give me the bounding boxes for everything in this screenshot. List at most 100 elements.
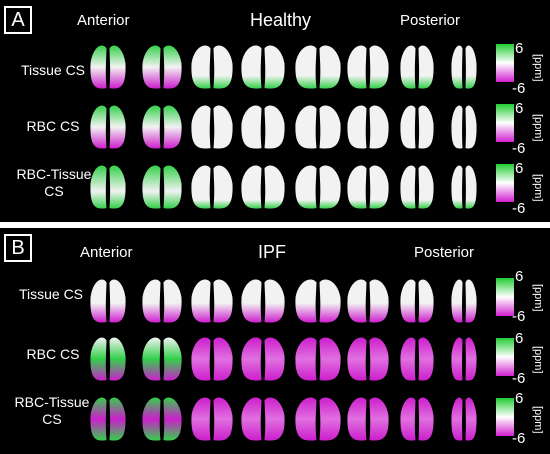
panel-letter: A: [4, 6, 32, 34]
lung-lobe: [241, 279, 262, 323]
lung-lobe: [400, 105, 416, 149]
lung-lobe: [400, 397, 416, 441]
panel-letter: B: [4, 234, 32, 262]
lung-lobe: [241, 45, 262, 89]
lung-lobe: [369, 397, 389, 441]
lung-lobe: [142, 165, 161, 209]
lung-lobe: [90, 397, 107, 441]
lung-lobe: [465, 397, 477, 441]
lung-lobe: [264, 337, 285, 381]
lung-lobe: [347, 397, 367, 441]
panel-b-ipf: B Anterior IPF Posterior Tissue CS RBC C…: [0, 228, 550, 454]
row-label-rbc-tissue-cs: RBC-Tissue CS: [16, 166, 92, 199]
colorbar-unit: [ppm]: [532, 54, 544, 82]
lung-lobe: [163, 337, 182, 381]
lung-lobe: [163, 165, 182, 209]
lung-lobe: [264, 279, 285, 323]
lung-lobe: [142, 279, 161, 323]
lung-lobe: [418, 279, 434, 323]
lung-lobe: [142, 337, 161, 381]
lung-lobe: [347, 165, 367, 209]
colorbar-min: -6: [512, 430, 526, 447]
colorbar-max: 6: [515, 160, 524, 177]
colorbar-unit: [ppm]: [532, 284, 544, 312]
row-label-rbc-cs: RBC CS: [26, 346, 80, 362]
lung-lobe: [109, 45, 126, 89]
lung-lobe: [213, 45, 233, 89]
colorbar-min: -6: [512, 308, 526, 325]
view-label-posterior: Posterior: [414, 244, 475, 261]
lung-lobe: [213, 165, 233, 209]
lung-lobe: [418, 337, 434, 381]
lung-lobe: [295, 397, 317, 441]
lung-lobe: [163, 279, 182, 323]
colorbar: [496, 104, 514, 142]
lung-lobe: [109, 279, 126, 323]
lung-lobe: [213, 397, 233, 441]
lung-lobe: [418, 45, 434, 89]
lung-lobe: [241, 397, 262, 441]
colorbar: [496, 338, 514, 376]
lung-lobe: [451, 45, 463, 89]
lung-lobe: [319, 337, 341, 381]
lung-lobe: [451, 105, 463, 149]
lung-lobe: [191, 397, 211, 441]
lung-lobe: [369, 45, 389, 89]
lung-lobe: [109, 397, 126, 441]
lung-lobe: [191, 45, 211, 89]
colorbar-min: -6: [512, 80, 526, 97]
colorbar: [496, 164, 514, 202]
lung-lobe: [264, 105, 285, 149]
colorbar: [496, 398, 514, 436]
view-label-anterior: Anterior: [80, 244, 133, 261]
lung-lobe: [400, 279, 416, 323]
lung-lobe: [163, 45, 182, 89]
lung-lobe: [241, 337, 262, 381]
colorbar-unit: [ppm]: [532, 174, 544, 202]
lung-lobe: [241, 165, 262, 209]
lung-lobe: [347, 105, 367, 149]
colorbar-unit: [ppm]: [532, 406, 544, 434]
lung-lobe: [295, 337, 317, 381]
lung-lobe: [191, 337, 211, 381]
colorbar-max: 6: [515, 330, 524, 347]
colorbar-unit: [ppm]: [532, 114, 544, 142]
panel-a-healthy: A Anterior Healthy Posterior Tissue CS R…: [0, 0, 550, 222]
lung-lobe: [295, 165, 317, 209]
lung-lobe: [369, 165, 389, 209]
lung-lobe: [451, 337, 463, 381]
colorbar-max: 6: [515, 40, 524, 57]
lung-lobe: [465, 45, 477, 89]
colorbar-unit: [ppm]: [532, 346, 544, 374]
lung-lobe: [142, 45, 161, 89]
lung-renderings-healthy: [90, 45, 477, 209]
lung-lobe: [347, 279, 367, 323]
lung-lobe: [319, 105, 341, 149]
lung-lobe: [465, 279, 477, 323]
lung-lobe: [418, 105, 434, 149]
lung-lobe: [400, 337, 416, 381]
lung-lobe: [109, 105, 126, 149]
lung-lobe: [90, 105, 107, 149]
lung-lobe: [465, 337, 477, 381]
lung-lobe: [369, 105, 389, 149]
lung-lobe: [400, 45, 416, 89]
lung-lobe: [418, 165, 434, 209]
colorbar: [496, 278, 514, 316]
view-label-anterior: Anterior: [77, 12, 130, 29]
lung-lobe: [142, 105, 161, 149]
lung-lobe: [163, 397, 182, 441]
lung-lobe: [369, 279, 389, 323]
lung-lobe: [264, 397, 285, 441]
lung-lobe: [465, 165, 477, 209]
lung-lobe: [241, 105, 262, 149]
lung-lobe: [142, 397, 161, 441]
colorbar-min: -6: [512, 370, 526, 387]
lung-lobe: [319, 45, 341, 89]
lung-lobe: [295, 105, 317, 149]
lung-lobe: [264, 165, 285, 209]
lung-lobe: [213, 279, 233, 323]
colorbar-min: -6: [512, 140, 526, 157]
lung-lobe: [191, 279, 211, 323]
lung-renderings-ipf: [90, 279, 477, 441]
